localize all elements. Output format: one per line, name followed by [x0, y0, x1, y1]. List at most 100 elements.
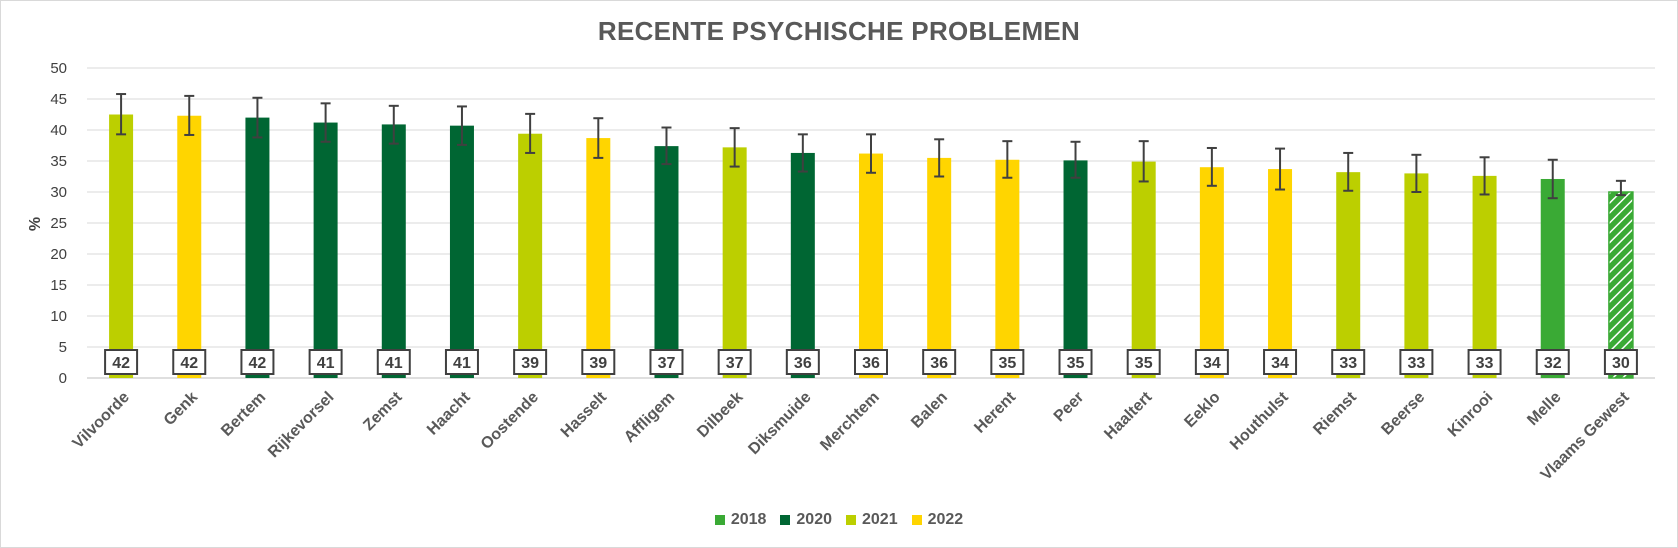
data-label: 39 — [521, 355, 539, 372]
data-label-box — [1331, 349, 1366, 375]
bar — [1472, 175, 1497, 378]
data-label: 30 — [1612, 355, 1630, 372]
bar — [1540, 178, 1565, 378]
y-tick-label: 20 — [50, 246, 67, 263]
bar — [722, 147, 747, 378]
data-label-box — [649, 349, 684, 375]
category-label: Zemst — [360, 388, 406, 434]
data-label: 35 — [1135, 355, 1153, 372]
bar — [995, 159, 1020, 378]
data-label: 37 — [658, 355, 676, 372]
data-label: 32 — [1544, 355, 1562, 372]
data-label-box — [581, 349, 616, 375]
category-label: Merchtem — [817, 389, 882, 454]
legend: 2018 2020 2021 2022 — [0, 511, 1678, 529]
y-tick-label: 30 — [50, 184, 67, 201]
data-label-box — [922, 349, 957, 375]
category-label: Haacht — [424, 388, 474, 438]
data-label-box — [1058, 349, 1093, 375]
legend-item: 2021 — [846, 511, 898, 529]
bar — [245, 117, 270, 378]
legend-swatch — [846, 515, 856, 525]
data-label: 33 — [1407, 355, 1425, 372]
bar — [313, 122, 338, 378]
bar — [927, 157, 952, 378]
legend-swatch — [780, 515, 791, 525]
data-label-box — [376, 349, 411, 375]
bar — [109, 114, 134, 378]
category-label: Diksmuide — [745, 389, 814, 458]
data-label-box — [1467, 349, 1502, 375]
category-label: Dilbeek — [694, 389, 746, 441]
y-tick-label: 5 — [59, 339, 67, 356]
bar — [1131, 161, 1156, 378]
data-label-box — [785, 349, 820, 375]
data-label: 35 — [1067, 355, 1085, 372]
y-axis-label: % — [27, 217, 44, 231]
bar — [1336, 172, 1361, 378]
data-label: 42 — [112, 355, 130, 372]
category-label: Riemst — [1310, 388, 1360, 438]
category-label: Oostende — [478, 389, 542, 453]
data-label: 41 — [453, 355, 471, 372]
bar — [381, 124, 406, 378]
data-label: 39 — [589, 355, 607, 372]
data-label-box — [240, 349, 275, 375]
legend-swatch — [714, 515, 725, 525]
data-label-box — [308, 349, 343, 375]
category-label: Hasselt — [558, 388, 611, 441]
data-label: 34 — [1203, 355, 1221, 372]
legend-item: 2018 — [714, 511, 766, 529]
category-label: Eeklo — [1181, 389, 1223, 431]
y-tick-label: 40 — [50, 122, 67, 139]
legend-item: 2020 — [780, 511, 832, 529]
data-label: 42 — [180, 355, 198, 372]
category-label: Genk — [161, 389, 201, 429]
data-label: 37 — [726, 355, 744, 372]
data-label: 36 — [930, 355, 948, 372]
data-label-box — [854, 349, 888, 375]
data-label-box — [1194, 349, 1229, 375]
legend-item: 2022 — [911, 511, 963, 529]
category-label: Houthulst — [1227, 388, 1292, 453]
data-label-box — [1603, 349, 1638, 375]
y-tick-label: 45 — [50, 91, 67, 108]
y-tick-label: 25 — [50, 215, 67, 232]
bar — [790, 152, 815, 378]
bar — [1199, 167, 1224, 378]
data-label: 34 — [1271, 355, 1289, 372]
legend-label: 2020 — [796, 511, 832, 528]
category-label: Beerse — [1378, 389, 1428, 439]
y-tick-label: 0 — [59, 370, 67, 387]
category-label: Rijkevorsel — [265, 389, 337, 461]
category-label: Herent — [971, 388, 1019, 436]
category-label: Peer — [1051, 389, 1088, 426]
bar — [449, 125, 474, 378]
data-label: 41 — [317, 355, 335, 372]
bar — [1608, 191, 1634, 379]
bar — [654, 146, 679, 378]
data-label: 33 — [1339, 355, 1357, 372]
data-label-box — [1263, 349, 1298, 375]
category-label: Haaltert — [1101, 388, 1156, 443]
data-label-box — [172, 349, 207, 375]
data-label-box — [990, 349, 1025, 375]
bar — [177, 115, 202, 379]
data-label-box — [717, 349, 752, 375]
data-label: 36 — [794, 355, 812, 372]
data-label: 33 — [1476, 355, 1494, 372]
category-label: Vilvoorde — [70, 389, 133, 452]
bar — [1268, 169, 1293, 378]
data-label: 35 — [998, 355, 1016, 372]
bar — [1063, 160, 1088, 378]
category-label: Bertem — [218, 389, 269, 440]
y-tick-label: 50 — [50, 60, 67, 77]
y-tick-label: 15 — [50, 277, 67, 294]
data-label: 41 — [385, 355, 403, 372]
data-label-box — [1399, 349, 1434, 375]
category-label: Affligem — [621, 389, 678, 446]
bar — [586, 138, 611, 378]
legend-swatch — [911, 515, 922, 525]
data-label-box — [104, 349, 139, 375]
